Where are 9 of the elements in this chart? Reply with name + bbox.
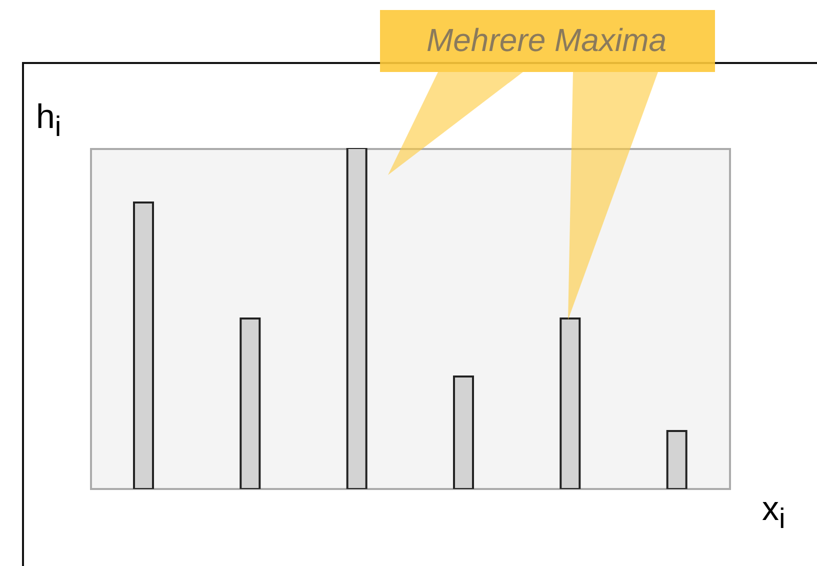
bar [240, 318, 261, 489]
bar [346, 148, 368, 489]
x-axis-title: x$_{i}$ [762, 490, 786, 536]
y-axis-title: h$_{i}$ [36, 98, 62, 144]
bar [453, 375, 474, 489]
text: Mehrere Maxima [425, 22, 668, 59]
bar [560, 318, 581, 489]
bar [666, 430, 688, 489]
bar [133, 202, 154, 489]
